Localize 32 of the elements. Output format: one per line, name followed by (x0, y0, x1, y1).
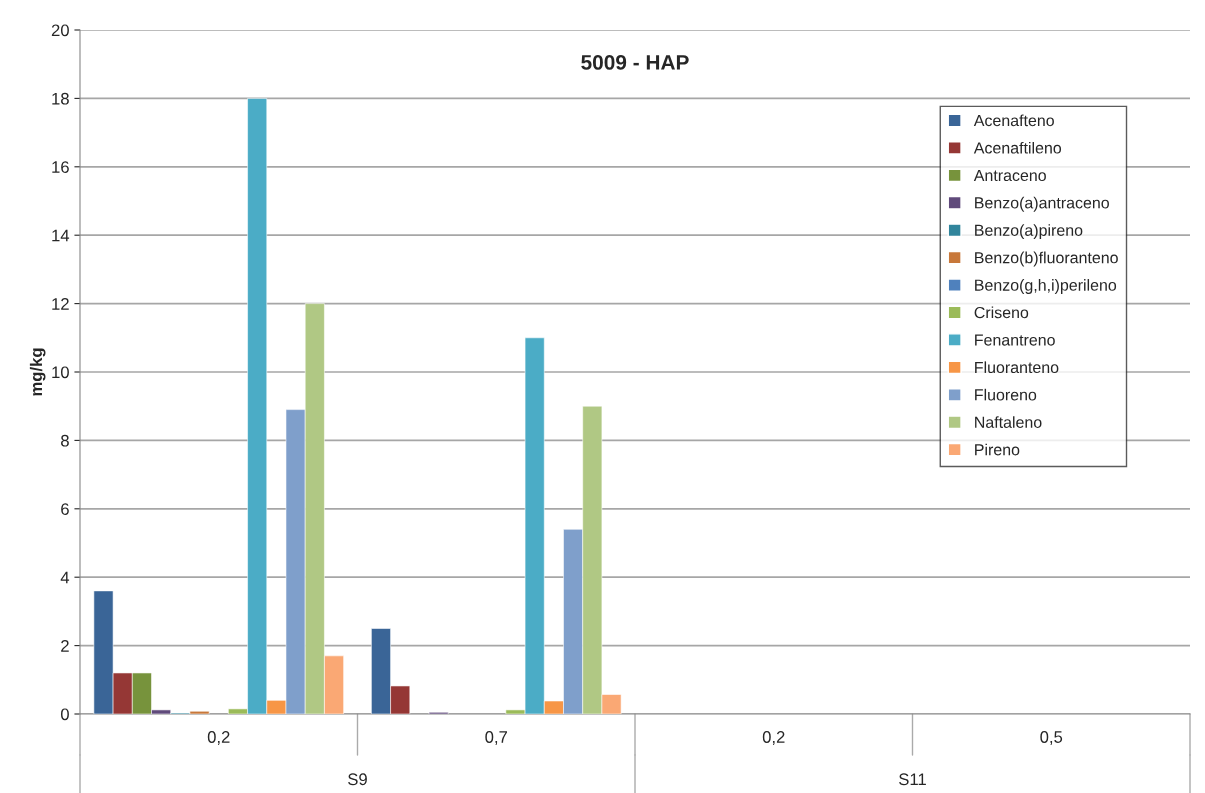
y-tick-label: 16 (52, 161, 69, 173)
x-tick-label: 0,7 (485, 731, 507, 745)
y-tick-label: 12 (52, 298, 69, 310)
legend-label: Benzo(b)fluoranteno (975, 251, 1118, 267)
y-tick-label: 2 (61, 640, 69, 652)
y-tick-label: 6 (61, 503, 69, 515)
y-tick-label: 10 (52, 366, 69, 379)
y-tick-label: 0 (60, 708, 69, 721)
legend-label: Fluoreno (975, 388, 1037, 401)
y-tick-label: 18 (52, 92, 69, 105)
y-tick-label: 14 (52, 229, 70, 242)
text: 5009 - HAP (581, 55, 689, 70)
legend-label: Acenaftileno (973, 141, 1062, 154)
legend-label: Fluoranteno (975, 361, 1059, 374)
text: S9 (348, 773, 367, 786)
legend-label: Benzo(a)pireno (975, 224, 1083, 240)
legend-label: Criseno (974, 306, 1029, 319)
legend-label: Acenafteno (973, 114, 1054, 127)
legend-label: Naftaleno (975, 416, 1042, 428)
x-tick-label: 0,2 (207, 731, 230, 745)
x-tick-label: 0,2 (762, 731, 785, 745)
y-axis-title: mg/kg (29, 348, 46, 396)
x-tick-label: 0,5 (1040, 731, 1063, 745)
legend-label: Pireno (975, 443, 1020, 456)
y-tick-label: 4 (60, 571, 70, 584)
text: S11 (899, 773, 926, 786)
legend-label: Fenantreno (975, 334, 1055, 346)
y-tick-label: 20 (51, 24, 69, 37)
y-tick-label: 8 (61, 434, 69, 447)
legend-label: Benzo(g,h,i)perileno (975, 279, 1117, 294)
legend-label: Antraceno (973, 169, 1046, 182)
legend-label: Benzo(a)antraceno (975, 196, 1109, 212)
